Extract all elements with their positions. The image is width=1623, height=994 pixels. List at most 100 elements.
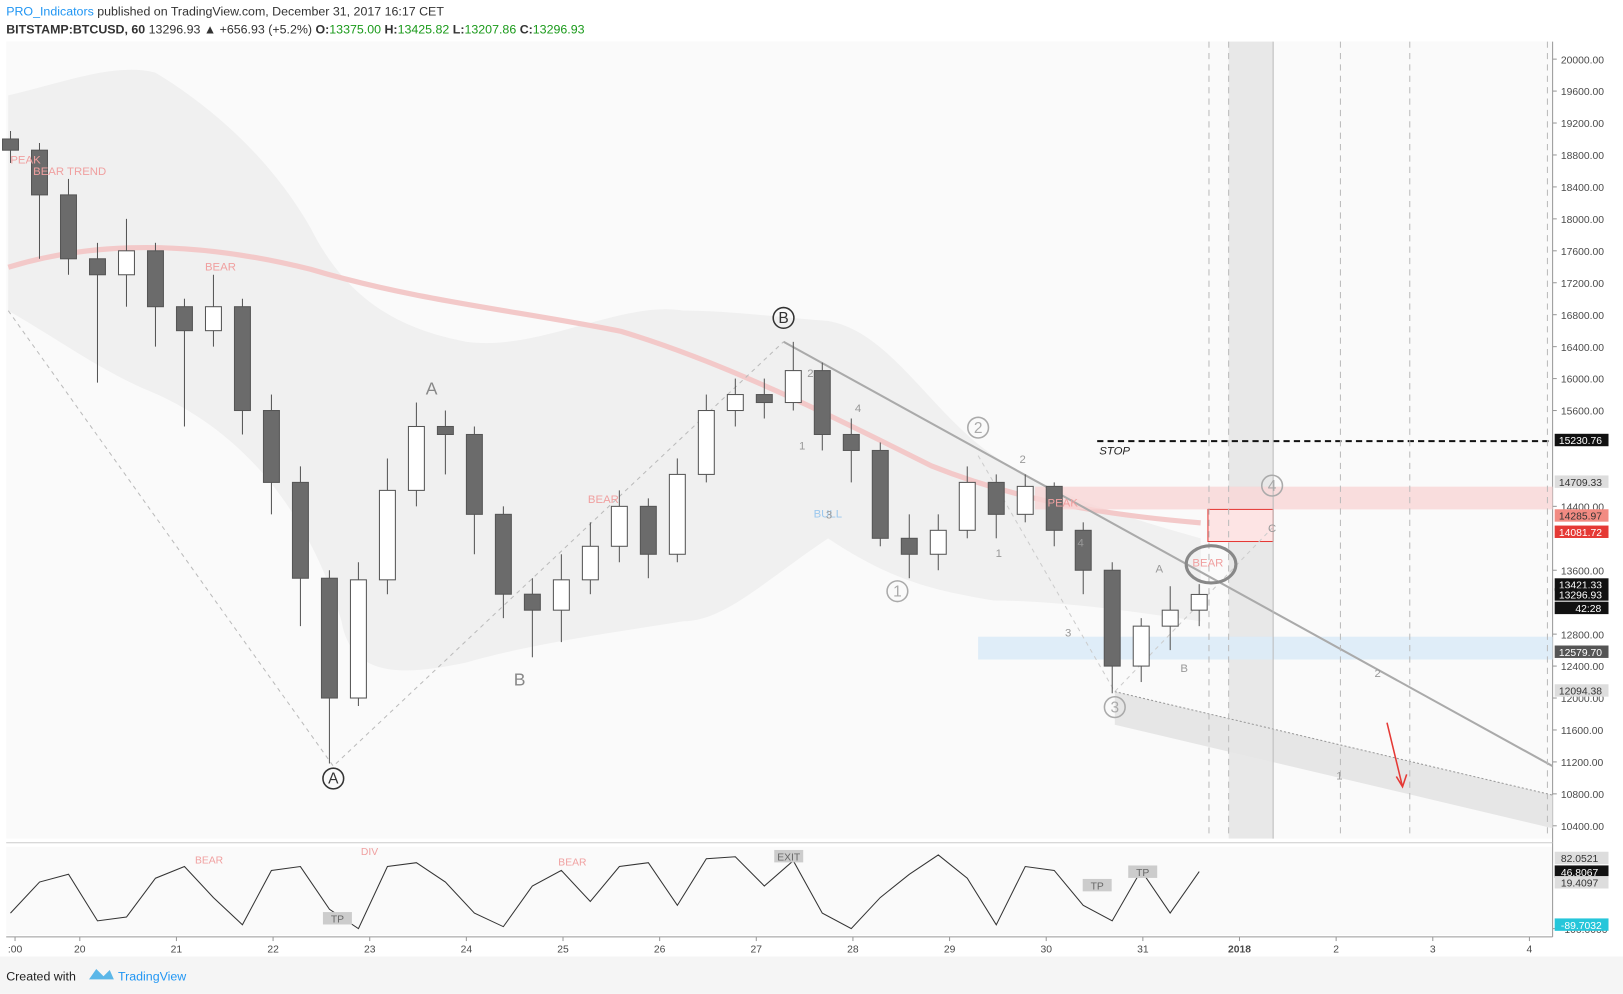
price-marker bbox=[1554, 475, 1609, 488]
price-marker-label: 14081.72 bbox=[1559, 528, 1602, 539]
candle-body bbox=[1045, 485, 1063, 531]
header-quote: BITSTAMP:BTCUSD, 60 13296.93 ▲ +656.93 (… bbox=[6, 22, 584, 36]
low: 13207.86 bbox=[464, 22, 516, 36]
wave-circle bbox=[886, 580, 909, 603]
osc-annotation: TP bbox=[331, 914, 344, 925]
x-tick-label: 29 bbox=[944, 944, 956, 955]
candle-body bbox=[291, 481, 309, 579]
candle-body bbox=[349, 579, 367, 699]
y-tick-label: 18400.00 bbox=[1561, 183, 1604, 194]
price-marker-label: 14285.97 bbox=[1559, 512, 1602, 523]
x-tick-label: 21 bbox=[171, 944, 183, 955]
y-tick-label: 13600.00 bbox=[1561, 566, 1604, 577]
annotation: B bbox=[778, 310, 788, 327]
x-tick-label: 30 bbox=[1040, 944, 1052, 955]
annotation: 1 bbox=[893, 583, 902, 600]
annotation: BEAR TREND bbox=[33, 166, 106, 178]
x-tick-label: 4 bbox=[1527, 944, 1533, 955]
annotation: 2 bbox=[1375, 668, 1381, 680]
candle-body bbox=[523, 593, 541, 611]
candle-body bbox=[668, 473, 686, 555]
x-tick-label: 31 bbox=[1137, 944, 1149, 955]
annotation: 1 bbox=[799, 440, 805, 452]
candle-body bbox=[610, 505, 628, 547]
y-tick-label: 12400.00 bbox=[1561, 662, 1604, 673]
countdown-box bbox=[1554, 601, 1609, 615]
y-tick-label: 15600.00 bbox=[1561, 407, 1604, 418]
candle-body bbox=[697, 410, 715, 475]
wave-line bbox=[7, 310, 784, 767]
header-line: PRO_Indicators published on TradingView.… bbox=[6, 5, 444, 19]
y-tick-label: 20000.00 bbox=[1561, 55, 1604, 66]
candle-body bbox=[929, 529, 947, 555]
annotation: 1 bbox=[996, 548, 1002, 560]
footer-text: Created with bbox=[6, 969, 76, 983]
candle-body bbox=[1190, 593, 1208, 611]
candle-body bbox=[1161, 609, 1179, 627]
osc-marker bbox=[1554, 851, 1609, 865]
price-marker bbox=[1554, 588, 1609, 601]
candle-body bbox=[581, 545, 599, 581]
candle-body bbox=[552, 579, 570, 611]
candle-body bbox=[813, 370, 831, 435]
l-label: L: bbox=[453, 22, 465, 36]
y-tick-label: 10400.00 bbox=[1561, 822, 1604, 833]
resistance-zone bbox=[1035, 486, 1553, 510]
y-tick-label: 19200.00 bbox=[1561, 119, 1604, 130]
candle-body bbox=[204, 306, 222, 332]
osc-annotation: DIV bbox=[361, 847, 378, 858]
annotation: B bbox=[1180, 663, 1188, 675]
tag-box bbox=[322, 912, 352, 925]
wave-circle bbox=[1103, 695, 1126, 719]
price-marker bbox=[1554, 645, 1609, 658]
price-marker-label: 13296.93 bbox=[1559, 591, 1602, 602]
annotation: 3 bbox=[826, 510, 832, 522]
osc-marker bbox=[1554, 865, 1609, 878]
tag-box bbox=[1082, 878, 1112, 892]
y-tick-label: 12800.00 bbox=[1561, 630, 1604, 641]
price-marker bbox=[1554, 433, 1609, 447]
candle-body bbox=[1016, 485, 1034, 515]
candle-body bbox=[262, 410, 280, 483]
highlight-ellipse bbox=[1184, 544, 1238, 585]
x-tick-label: 24 bbox=[461, 944, 473, 955]
y-tick-label: 10800.00 bbox=[1561, 790, 1604, 801]
tag-box bbox=[774, 849, 804, 863]
y-tick-label: 16400.00 bbox=[1561, 343, 1604, 354]
candle-body bbox=[233, 306, 251, 412]
price-marker bbox=[1554, 578, 1609, 591]
y-tick-label: 19600.00 bbox=[1561, 87, 1604, 98]
annotation: 4 bbox=[1268, 478, 1277, 495]
y-tick-label: 11200.00 bbox=[1561, 758, 1604, 769]
time-guides bbox=[1208, 41, 1548, 839]
change: ▲ +656.93 (+5.2%) bbox=[204, 22, 312, 36]
x-tick-label: 28 bbox=[847, 944, 859, 955]
annotation: BEAR bbox=[588, 494, 619, 506]
annotation: 2 bbox=[1019, 454, 1025, 466]
annotation: STOP bbox=[1099, 446, 1130, 458]
x-tick-label: 2 bbox=[1333, 944, 1339, 955]
x-tick-label: 22 bbox=[267, 944, 279, 955]
osc-annotation: BEAR bbox=[195, 855, 223, 866]
candle-body bbox=[987, 481, 1005, 515]
annotation: 3 bbox=[1065, 628, 1071, 640]
footer-brand[interactable]: TradingView bbox=[118, 969, 186, 983]
annotation: 2 bbox=[807, 368, 813, 380]
channel-line bbox=[1114, 691, 1553, 796]
candle-body bbox=[1074, 529, 1092, 571]
wave-circle bbox=[322, 767, 345, 790]
osc-annotation: BEAR bbox=[558, 857, 586, 868]
open: 13375.00 bbox=[329, 22, 381, 36]
wave-circle bbox=[967, 416, 990, 439]
moving-average bbox=[7, 245, 1201, 526]
osc-marker bbox=[1554, 918, 1609, 931]
y-tick-label: 18000.00 bbox=[1561, 215, 1604, 226]
osc-marker bbox=[1554, 876, 1609, 889]
y-tick-label: 18800.00 bbox=[1561, 151, 1604, 162]
channel bbox=[1114, 691, 1553, 829]
price-marker-label: 12579.70 bbox=[1559, 648, 1602, 659]
x-tick-label: 26 bbox=[654, 944, 666, 955]
wave-circle bbox=[1260, 474, 1284, 497]
candle-body bbox=[958, 481, 976, 531]
